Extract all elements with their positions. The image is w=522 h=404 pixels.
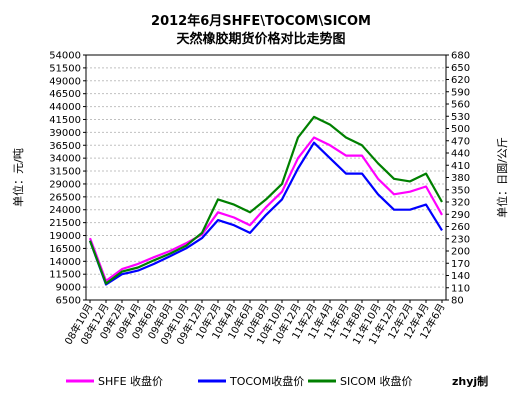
left-tick-label: 46500 [49, 89, 81, 100]
right-tick-label: 290 [451, 210, 470, 221]
left-tick-label: 6500 [56, 296, 81, 307]
chart-title-line2: 天然橡胶期货价格对比走势图 [176, 31, 345, 47]
right-tick-label: 680 [451, 51, 470, 62]
right-tick-label: 140 [451, 271, 470, 282]
right-tick-label: 500 [451, 124, 470, 135]
series-layer [88, 115, 443, 286]
left-axis-title: 单位：元/吨 [11, 148, 25, 207]
left-tick-label: 31500 [49, 167, 81, 178]
legend-label-2: SICOM 收盘价 [340, 374, 413, 388]
chart-title-line1: 2012年6月SHFE\TOCOM\SICOM [151, 13, 371, 29]
left-tick-label: 36500 [49, 141, 81, 152]
left-tick-label: 49000 [49, 76, 81, 87]
right-tick-label: 410 [451, 161, 470, 172]
right-tick-label: 560 [451, 100, 470, 111]
grid-layer [86, 54, 446, 301]
left-tick-label: 14000 [49, 257, 81, 268]
left-tick-label: 29000 [49, 179, 81, 190]
right-tick-label: 590 [451, 87, 470, 98]
right-tick-label: 80 [451, 296, 464, 307]
left-tick-label: 11500 [49, 270, 81, 281]
watermark-text: zhyj制 [452, 374, 488, 388]
right-tick-label: 230 [451, 234, 470, 245]
left-tick-label: 34000 [49, 154, 81, 165]
legend: SHFE 收盘价 TOCOM收盘价 SICOM 收盘价 [66, 374, 413, 388]
right-tick-label: 440 [451, 149, 470, 160]
left-axis-ticks: 6500 9000 11500 14000 16500 19000 21500 24000 26… [49, 51, 86, 307]
left-tick-label: 9000 [56, 283, 81, 294]
right-tick-label: 620 [451, 75, 470, 86]
right-tick-label: 530 [451, 112, 470, 123]
left-tick-label: 24000 [49, 205, 81, 216]
plot-frame [85, 54, 447, 301]
right-tick-label: 260 [451, 222, 470, 233]
series-line-1 [88, 141, 443, 286]
legend-label-1: TOCOM收盘价 [229, 374, 304, 388]
right-tick-label: 380 [451, 173, 470, 184]
left-tick-label: 39000 [49, 128, 81, 139]
left-tick-label: 19000 [49, 231, 81, 242]
left-tick-label: 41500 [49, 115, 81, 126]
left-tick-label: 16500 [49, 244, 81, 255]
left-tick-label: 51500 [49, 63, 81, 74]
left-tick-label: 26500 [49, 192, 81, 203]
legend-label-0: SHFE 收盘价 [98, 374, 163, 388]
right-tick-label: 170 [451, 259, 470, 270]
series-line-0 [88, 136, 443, 282]
right-axis-title: 单位：日圆/公斤 [495, 137, 509, 218]
right-tick-label: 350 [451, 185, 470, 196]
right-tick-label: 650 [451, 63, 470, 74]
left-tick-label: 44000 [49, 102, 81, 113]
right-tick-label: 320 [451, 198, 470, 209]
right-tick-label: 470 [451, 136, 470, 147]
right-tick-label: 200 [451, 247, 470, 258]
series-line-2 [88, 115, 443, 285]
right-tick-label: 110 [451, 283, 470, 294]
x-axis-ticks: 08年10月08年12月09年2月09年4月09年6月09年8月09年10月09… [62, 300, 448, 347]
left-tick-label: 21500 [49, 218, 81, 229]
left-tick-label: 54000 [49, 51, 81, 62]
